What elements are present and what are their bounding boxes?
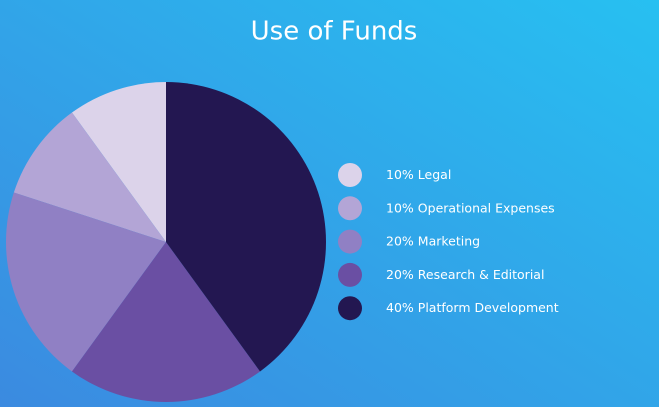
legend-label: 20% Research & Editorial [386,266,544,281]
legend-category: Legal [418,167,452,182]
pie-slice [71,242,261,403]
pie-slice [166,82,327,372]
legend-category: Operational Expenses [418,200,555,215]
chart-title: Use of Funds [251,17,418,47]
pie-slice [5,192,166,372]
legend-value: 20% [386,266,414,281]
legend-swatch [338,296,362,321]
legend-swatch [338,196,362,221]
legend-label: 10% Operational Expenses [386,200,555,215]
legend-value: 10% [386,167,414,182]
legend-swatch [338,262,362,287]
legend-category: Marketing [418,233,480,248]
pie-slice [13,112,166,242]
legend-value: 10% [386,200,414,215]
legend-category: Research & Editorial [418,266,545,281]
legend-swatch [338,163,362,187]
legend-label: 40% Platform Development [386,300,559,315]
legend-value: 20% [386,233,414,248]
legend-category: Platform Development [418,300,559,315]
pie-slice [71,82,166,242]
legend-value: 40% [386,300,414,315]
legend-swatch [338,229,362,254]
legend-label: 10% Legal [386,167,451,182]
legend-label: 20% Marketing [386,233,480,248]
